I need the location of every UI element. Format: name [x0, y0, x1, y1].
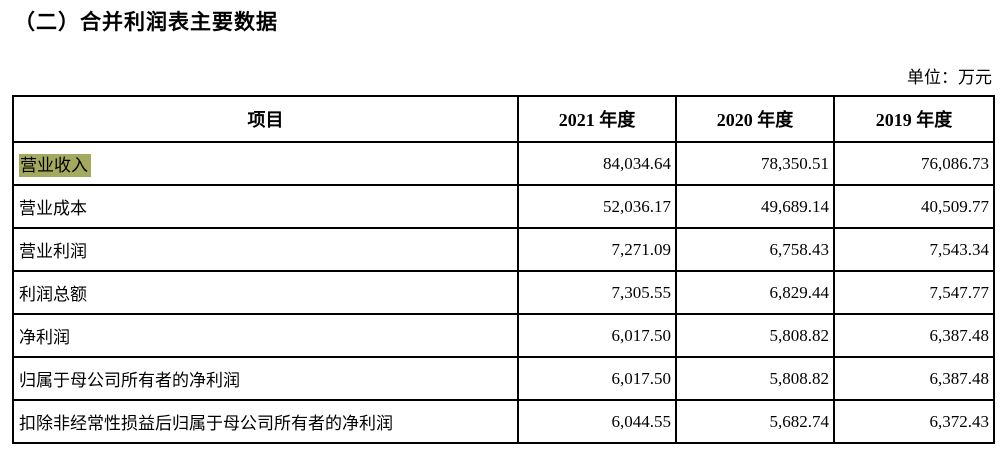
- value-cell-2019: 7,547.77: [833, 270, 995, 315]
- table-row-operating-profit: 营业利润 7,271.09 6,758.43 7,543.34: [12, 227, 995, 272]
- value-cell-2021: 6,044.55: [517, 399, 677, 444]
- header-cell-2019: 2019 年度: [833, 95, 995, 143]
- header-cell-2021: 2021 年度: [517, 95, 677, 143]
- value-cell-2021: 7,305.55: [517, 270, 677, 315]
- value-cell-2021: 84,034.64: [517, 141, 677, 186]
- unit-label: 单位：万元: [907, 68, 992, 87]
- row-label-cell: 营业成本: [12, 184, 519, 229]
- row-label-cell: 利润总额: [12, 270, 519, 315]
- row-label-cell: 营业收入: [12, 141, 519, 186]
- value-cell-2020: 78,350.51: [675, 141, 835, 186]
- table-header-row: 项目 2021 年度 2020 年度 2019 年度: [12, 95, 995, 143]
- value-cell-2021: 7,271.09: [517, 227, 677, 272]
- value-cell-2019: 6,387.48: [833, 356, 995, 401]
- row-label-cell: 净利润: [12, 313, 519, 358]
- row-label-cell: 营业利润: [12, 227, 519, 272]
- value-cell-2021: 52,036.17: [517, 184, 677, 229]
- value-cell-2019: 6,387.48: [833, 313, 995, 358]
- value-cell-2020: 49,689.14: [675, 184, 835, 229]
- value-cell-2020: 5,808.82: [675, 356, 835, 401]
- table-row-total-profit: 利润总额 7,305.55 6,829.44 7,547.77: [12, 270, 995, 315]
- value-cell-2021: 6,017.50: [517, 356, 677, 401]
- value-cell-2021: 6,017.50: [517, 313, 677, 358]
- table-row-net-profit-parent-excl-nonrecurring: 扣除非经常性损益后归属于母公司所有者的净利润 6,044.55 5,682.74…: [12, 399, 995, 444]
- row-label-cell: 归属于母公司所有者的净利润: [12, 356, 519, 401]
- table-row-net-profit-parent: 归属于母公司所有者的净利润 6,017.50 5,808.82 6,387.48: [12, 356, 995, 401]
- highlighted-text[interactable]: 营业收入: [19, 154, 91, 177]
- value-cell-2020: 6,829.44: [675, 270, 835, 315]
- table-row-operating-cost: 营业成本 52,036.17 49,689.14 40,509.77: [12, 184, 995, 229]
- header-cell-item: 项目: [12, 95, 519, 143]
- value-cell-2020: 6,758.43: [675, 227, 835, 272]
- value-cell-2020: 5,808.82: [675, 313, 835, 358]
- section-title: （二）合并利润表主要数据: [14, 10, 278, 34]
- table-row-operating-revenue: 营业收入 84,034.64 78,350.51 76,086.73: [12, 141, 995, 186]
- value-cell-2019: 76,086.73: [833, 141, 995, 186]
- row-label-cell: 扣除非经常性损益后归属于母公司所有者的净利润: [12, 399, 519, 444]
- value-cell-2019: 7,543.34: [833, 227, 995, 272]
- value-cell-2019: 40,509.77: [833, 184, 995, 229]
- table-row-net-profit: 净利润 6,017.50 5,808.82 6,387.48: [12, 313, 995, 358]
- value-cell-2020: 5,682.74: [675, 399, 835, 444]
- income-statement-table: 项目 2021 年度 2020 年度 2019 年度 营业收入 84,034.6…: [12, 95, 995, 444]
- value-cell-2019: 6,372.43: [833, 399, 995, 444]
- header-cell-2020: 2020 年度: [675, 95, 835, 143]
